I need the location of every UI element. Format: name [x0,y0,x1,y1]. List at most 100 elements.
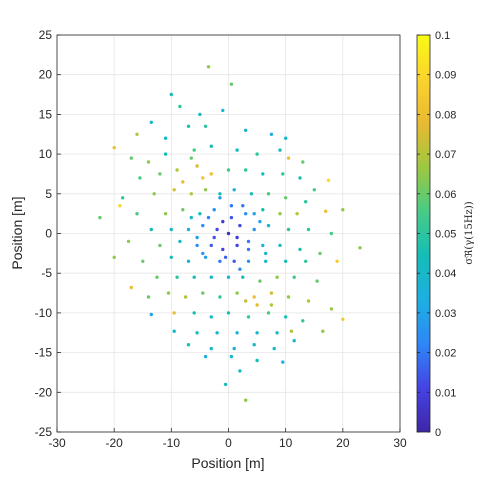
colorbar-tick-label: 0.04 [435,268,456,280]
scatter-point [284,196,288,200]
scatter-point [269,291,274,295]
scatter-point [158,172,162,176]
scatter-point [246,259,251,263]
scatter-point [295,212,299,216]
scatter-point [195,243,199,248]
scatter-point [341,208,345,212]
scatter-point [238,369,242,373]
scatter-point [141,259,145,263]
scatter-point [304,259,308,263]
scatter-point [129,285,133,290]
scatter-point [189,215,193,220]
scatter-point [195,331,199,335]
scatter-point [221,247,225,252]
scatter-point [172,188,176,192]
scatter-point [209,243,213,248]
y-tick-label: -25 [35,425,53,439]
scatter-point [155,275,159,279]
scatter-point [255,152,259,156]
scatter-point [281,172,285,176]
scatter-point [244,212,248,216]
scatter-point [175,168,179,172]
scatter-point [229,354,234,359]
scatter-point [272,346,276,351]
scatter-point [221,219,225,224]
scatter-point [192,311,196,315]
scatter-point [301,319,305,323]
x-tick-label: -30 [48,436,66,450]
scatter-point [146,295,151,299]
scatter-point [286,156,291,160]
scatter-point [218,192,222,196]
scatter-point [289,329,294,333]
scatter-point [226,311,231,315]
scatter-point [172,329,176,333]
scatter-point [275,275,279,279]
y-axis-ticks: 25 20 15 10 5 0 -5 -10 -15 -20 -25 [35,28,61,439]
scatter-point [246,247,251,252]
scatter-point [318,251,322,256]
scatter-point [166,291,171,295]
scatter-point [226,168,231,172]
scatter-point [223,255,228,259]
scatter-point [278,212,282,216]
scatter-point [146,160,151,164]
scatter-point [244,299,248,303]
scatter-point [192,148,196,152]
scatter-point [324,209,328,213]
scatter-point [118,204,122,208]
x-tick-label: 30 [393,436,407,450]
x-tick-label: 0 [225,436,232,450]
y-tick-label: 20 [39,68,53,82]
scatter-point [226,231,231,236]
scatter-point [98,215,102,220]
scatter-point [241,275,245,279]
scatter-point [232,346,236,351]
scatter-point [201,223,205,228]
y-tick-label: 0 [45,227,52,241]
scatter-point [201,291,205,295]
y-tick-label: 10 [39,147,53,161]
scatter-point [252,295,256,299]
colorbar-tick-label: 0.01 [435,387,456,399]
scatter-point [232,188,236,192]
scatter-point [266,192,271,196]
scatter-points [98,65,362,402]
scatter-point [209,315,213,319]
colorbar-tick-label: 0.07 [435,149,456,161]
scatter-point [266,311,271,315]
scatter-point [181,180,185,184]
scatter-point [195,164,199,168]
scatter-point [252,227,256,232]
scatter-point [301,160,305,164]
scatter-point [169,255,173,259]
scatter-point [326,178,331,182]
scatter-point [358,246,362,250]
scatter-point [341,317,345,321]
scatter-point [209,172,213,176]
scatter-point [261,243,265,248]
scatter-point [246,239,251,244]
scatter-point [232,259,236,263]
scatter-point [258,219,262,224]
scatter-point [189,156,193,160]
x-axis-label: Position [m] [191,455,264,471]
scatter-point [235,243,239,248]
scatter-point [175,275,179,279]
scatter-point [203,354,208,359]
scatter-point [223,382,228,387]
x-tick-label: 10 [279,436,293,450]
scatter-point [269,132,274,136]
scatter-point [135,212,139,216]
scatter-point [183,295,188,299]
y-tick-label: 15 [39,107,53,121]
scatter-point [112,255,116,259]
scatter-point [195,235,199,240]
scatter-point [186,343,191,347]
scatter-point [215,331,219,335]
colorbar-tick-label: 0.06 [435,189,456,201]
y-tick-label: -15 [35,346,53,360]
x-tick-label: -20 [105,436,123,450]
scatter-point [269,303,274,307]
